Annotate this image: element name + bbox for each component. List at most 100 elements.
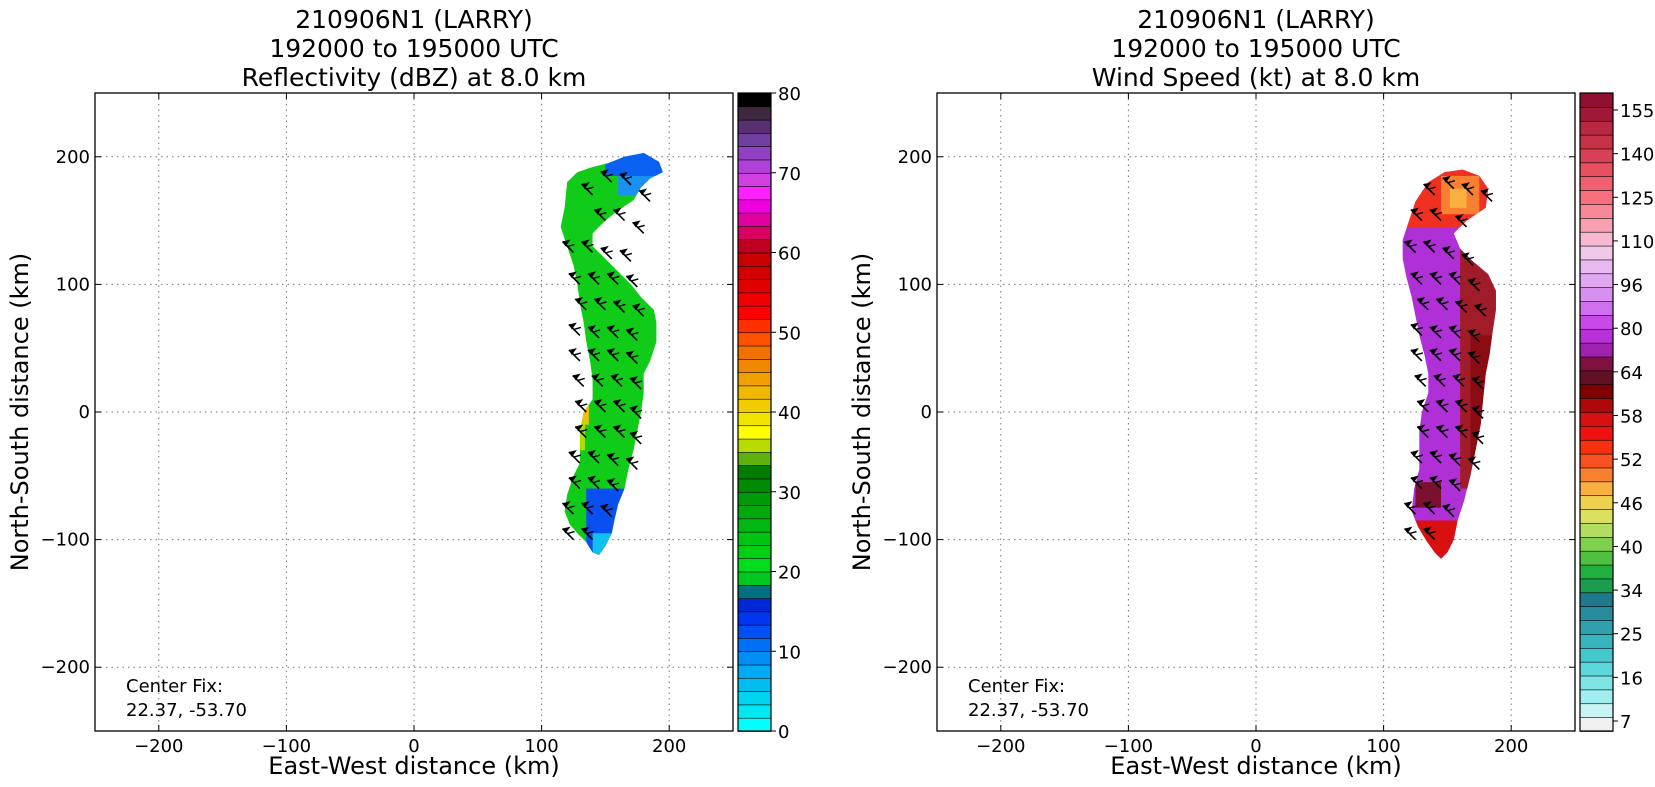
colorbar-segment [737,504,772,520]
colorbar-segment [737,491,772,506]
wind-barb-feather [1434,454,1443,458]
wind-barb [606,347,620,362]
wind-barb-flag [1430,207,1439,215]
wind-barb [1423,501,1436,515]
colorbar-segment [1579,217,1614,233]
wind-barb [568,347,582,362]
wind-barb [606,452,620,467]
wind-barb [1448,347,1462,362]
wind-barb-flag [1442,175,1451,183]
wind-barb-feather [618,403,626,407]
wind-barb-feather [1415,211,1424,216]
colorbar-tick-label: 80 [1620,319,1643,340]
colorbar-segment [1579,286,1614,302]
wind-barb-flag [1410,322,1419,330]
colorbar-tick-label: 80 [778,84,801,105]
wind-barb-flag [575,296,584,304]
x-tick-label: 0 [1250,736,1261,757]
y-tick-label: −100 [883,530,932,551]
wind-barb-feather [1466,256,1475,260]
colorbar-segment [1579,647,1614,663]
wind-barb-flag [1414,373,1423,381]
colorbar-segment [737,265,772,280]
wind-barb [1403,501,1417,515]
colorbar-segment [737,717,772,732]
wind-barb-feather [605,507,613,512]
wind-barb-flag [1423,239,1432,247]
wind-barb [1429,271,1443,285]
wind-barb-flag [1455,299,1464,307]
wind-barb-feather [1447,507,1455,512]
wind-barb [574,399,588,413]
wind-barb-feather [634,435,643,439]
wind-barb [1442,245,1455,260]
wind-barb-flag [581,501,590,509]
y-axis-label: North-South distance (km) [848,253,876,572]
wind-barb-flag [632,220,641,228]
chart-title-line: 192000 to 195000 UTC [1111,34,1400,63]
wind-barb-feather [1428,530,1436,535]
colorbar-segment [737,411,772,427]
wind-barb-flag [1449,347,1458,355]
wind-barb-feather [1409,505,1417,509]
chart-title-line: Reflectivity (dBZ) at 8.0 km [242,63,587,92]
wind-barb-feather [573,352,582,356]
colorbar-segment [737,690,772,706]
wind-barb [1467,328,1481,343]
colorbar-segment [1579,508,1614,524]
colorbar-tick-label: 155 [1620,101,1654,122]
colorbar-tick-label: 110 [1620,232,1654,253]
colorbar-segment [1579,675,1614,691]
wind-barb [1471,430,1485,445]
wind-barb [587,347,601,362]
colorbar-segment [737,385,772,400]
wind-barb-feather [1422,428,1430,433]
wind-barb [587,450,601,464]
colorbar-segment [737,92,772,108]
colorbar-segment [737,438,772,453]
wind-barb-flag [626,456,635,464]
wind-barb [1410,347,1424,362]
chart-title-line: 192000 to 195000 UTC [269,34,558,63]
wind-barb-feather [1434,211,1443,216]
wind-barb-feather [1479,307,1487,311]
colorbar-segment [1579,273,1614,288]
wind-barb-feather [596,377,605,382]
wind-barb [1410,207,1424,222]
wind-barb [1471,405,1485,419]
wind-barb-flag [591,373,600,381]
colorbar-segment [1579,467,1614,483]
colorbar-segment [1579,189,1614,205]
wind-barb-feather [1415,479,1424,484]
wind-barb-flag [619,171,628,179]
colorbar-segment [737,464,772,480]
wind-barb [1461,182,1475,196]
wind-barb [606,271,620,285]
wind-barb [1403,239,1417,254]
wind-barb-feather [592,479,601,484]
colorbar-segment [1579,702,1614,718]
colorbar-segment [1579,148,1614,164]
wind-barb-feather [624,176,633,180]
wind-barb-flag [588,271,597,279]
colorbar-tick-label: 96 [1620,276,1643,297]
wind-barb-flag [1430,271,1439,279]
wind-barb-feather [1453,275,1462,280]
wind-barb [1410,271,1424,285]
wind-barb-feather [611,329,620,333]
colorbar-segment [737,185,772,201]
wind-barb-flag [600,169,609,177]
wind-barb [581,526,594,541]
wind-barb [1429,207,1443,222]
wind-barb [587,271,601,285]
colorbar-tick-label: 60 [778,244,801,265]
x-tick-label: 100 [524,736,558,757]
wind-barb [581,501,594,515]
colorbar-segment [737,252,772,267]
colorbar-tick-label: 16 [1620,668,1643,689]
wind-barb-flag [1455,399,1464,406]
wind-barb-feather [592,352,601,356]
colorbar-segment [1579,383,1614,399]
wind-barb [1414,373,1427,388]
wind-barb [1435,424,1449,439]
